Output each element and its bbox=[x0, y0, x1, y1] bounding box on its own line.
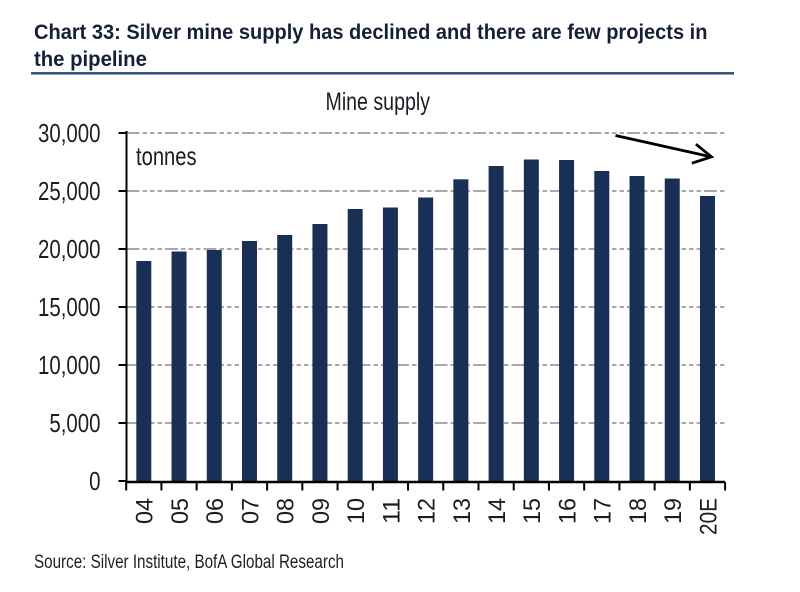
svg-text:10,000: 10,000 bbox=[38, 350, 101, 380]
svg-text:5,000: 5,000 bbox=[49, 408, 100, 438]
svg-text:the pipeline: the pipeline bbox=[34, 46, 147, 71]
svg-text:11: 11 bbox=[378, 498, 405, 524]
svg-text:18: 18 bbox=[625, 498, 652, 524]
svg-text:16: 16 bbox=[554, 498, 581, 524]
svg-text:17: 17 bbox=[590, 498, 617, 524]
svg-text:15: 15 bbox=[519, 498, 546, 524]
svg-text:12: 12 bbox=[414, 498, 441, 524]
svg-text:13: 13 bbox=[449, 498, 476, 524]
svg-text:Source: Silver Institute, BofA: Source: Silver Institute, BofA Global Re… bbox=[34, 552, 344, 573]
svg-text:30,000: 30,000 bbox=[38, 118, 101, 148]
svg-text:10: 10 bbox=[343, 498, 370, 524]
svg-text:Chart 33: Silver mine supply h: Chart 33: Silver mine supply has decline… bbox=[34, 19, 708, 44]
svg-text:tonnes: tonnes bbox=[136, 141, 197, 171]
svg-text:25,000: 25,000 bbox=[38, 176, 101, 206]
svg-text:04: 04 bbox=[132, 498, 159, 524]
svg-text:06: 06 bbox=[202, 498, 229, 524]
svg-text:14: 14 bbox=[484, 498, 511, 524]
svg-text:09: 09 bbox=[308, 498, 335, 524]
svg-text:08: 08 bbox=[273, 498, 300, 524]
svg-text:Mine supply: Mine supply bbox=[326, 88, 431, 116]
svg-text:20,000: 20,000 bbox=[38, 234, 101, 264]
svg-text:19: 19 bbox=[660, 498, 687, 524]
svg-text:15,000: 15,000 bbox=[38, 292, 101, 322]
svg-text:05: 05 bbox=[167, 498, 194, 524]
svg-text:0: 0 bbox=[89, 466, 100, 496]
svg-text:07: 07 bbox=[237, 498, 264, 524]
svg-text:20E: 20E bbox=[695, 498, 722, 535]
